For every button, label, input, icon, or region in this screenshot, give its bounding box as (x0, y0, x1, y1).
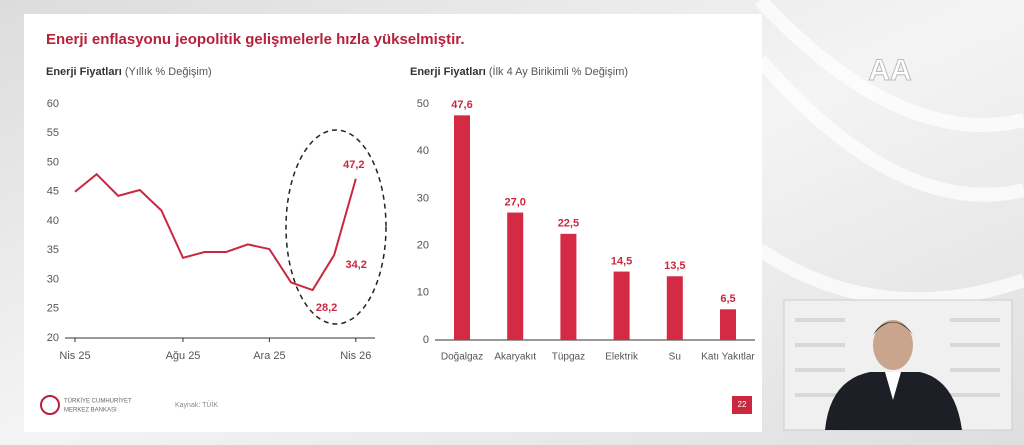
background-stripes (754, 0, 1024, 307)
highlight-ellipse (285, 129, 387, 325)
data-label: 47,2 (343, 159, 364, 171)
x-tick-label: Nis 25 (59, 350, 90, 362)
data-label: 34,2 (345, 259, 366, 271)
presenter-shirt (885, 372, 901, 400)
y-tick-label: 25 (47, 303, 59, 315)
x-tick-label: Tüpgaz (552, 352, 585, 363)
video-inset (783, 299, 1013, 431)
logo-text: MERKEZ BANKASI (64, 408, 117, 414)
y-tick-label: 55 (47, 127, 59, 139)
y-tick-label: 30 (47, 273, 59, 285)
y-tick-label: 10 (417, 287, 429, 299)
chart-title: Enerji Fiyatları (Yıllık % Değişim) (46, 66, 212, 78)
y-tick-label: 40 (417, 145, 429, 157)
y-tick-label: 50 (47, 156, 59, 168)
y-tick-label: 0 (423, 334, 429, 346)
y-tick-label: 35 (47, 244, 59, 256)
x-tick-label: Akaryakıt (494, 352, 536, 363)
slide (24, 14, 762, 432)
presenter-body (825, 372, 962, 430)
line (74, 172, 357, 292)
watermark: AA (868, 54, 911, 87)
bar (720, 309, 736, 340)
slide-title: Enerji enflasyonu jeopolitik gelişmelerl… (46, 31, 464, 48)
y-tick-label: 30 (417, 192, 429, 204)
y-tick-label: 40 (47, 215, 59, 227)
y-tick-label: 45 (47, 186, 59, 198)
bar (560, 233, 577, 340)
data-label: 14,5 (611, 255, 632, 267)
bar (507, 212, 524, 340)
bar (613, 271, 630, 340)
x-tick-label: Nis 26 (340, 350, 371, 362)
bar (666, 276, 683, 340)
presenter-hair (873, 322, 913, 335)
bar (454, 115, 470, 340)
x-tick-label: Ağu 25 (166, 350, 201, 362)
x-tick-label: Elektrik (605, 352, 639, 363)
page-number: 22 (738, 400, 747, 409)
chart-title: Enerji Fiyatları (İlk 4 Ay Birikimli % D… (410, 65, 628, 78)
y-tick-label: 20 (417, 240, 429, 252)
source: Kaynak: TÜİK (175, 400, 218, 409)
chart-subtitle: (Yıllık % Değişim) (125, 66, 212, 78)
data-label: 13,5 (664, 260, 685, 272)
data-label: 27,0 (504, 196, 525, 208)
data-label: 47,6 (451, 99, 472, 111)
y-tick-label: 60 (47, 98, 59, 110)
chart-title-main: Enerji Fiyatları (46, 66, 122, 78)
y-tick-label: 20 (47, 332, 59, 344)
y-tick-label: 50 (417, 98, 429, 110)
data-label: 28,2 (316, 302, 337, 314)
logo-icon (40, 395, 60, 415)
chart-title-main: Enerji Fiyatları (410, 66, 486, 78)
data-label: 22,5 (558, 218, 579, 230)
x-tick-label: Katı Yakıtlar (701, 352, 755, 363)
presenter-head (873, 320, 913, 370)
chart-subtitle: (İlk 4 Ay Birikimli % Değişim) (489, 65, 628, 78)
x-tick-label: Doğalgaz (441, 352, 483, 363)
page-badge (732, 396, 752, 414)
x-tick-label: Su (669, 352, 681, 363)
logo-text: TÜRKİYE CUMHURİYET (64, 398, 132, 405)
data-label: 6,5 (720, 293, 735, 305)
x-tick-label: Ara 25 (253, 350, 285, 362)
inset-backdrop (795, 318, 1000, 397)
